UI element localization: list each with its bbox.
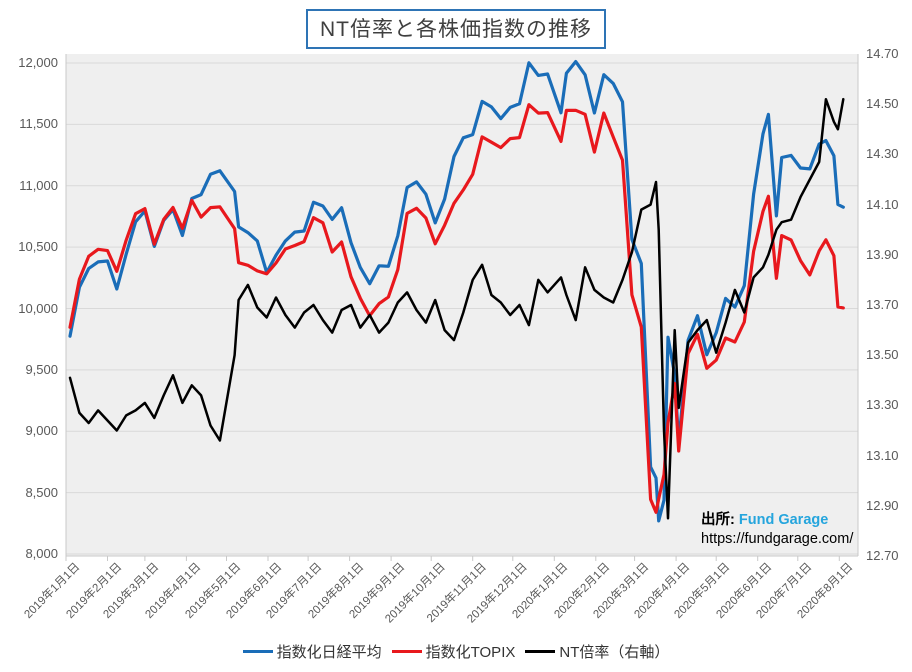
nikkei-line-swatch: [242, 649, 273, 654]
source-label: 出所:: [701, 512, 735, 528]
source-line1: 出所: Fund Garage: [701, 511, 853, 530]
left-axis-label: 8,000: [25, 546, 58, 561]
nt-line: [68, 97, 845, 520]
right-axis-label: 14.30: [866, 146, 899, 162]
right-axis-label: 12.90: [866, 497, 899, 513]
chart-title-text: NT倍率と各株価指数の推移: [320, 18, 592, 41]
legend-label-topix: 指数化TOPIX: [425, 644, 516, 661]
right-axis-label: 14.70: [866, 46, 899, 61]
right-axis-label: 14.50: [866, 96, 899, 112]
left-axis-label: 9,000: [25, 423, 58, 439]
right-axis-label: 13.30: [866, 397, 899, 413]
left-axis-label: 11,000: [19, 177, 58, 193]
nt-line-swatch: [525, 649, 556, 654]
topix-line: [68, 103, 845, 514]
source-note: 出所: Fund Garage https://fundgarage.com/: [701, 511, 853, 548]
right-axis-label: 13.50: [866, 347, 899, 363]
plot-background: [66, 54, 858, 556]
right-axis-label: 13.10: [866, 447, 899, 463]
left-axis-label: 10,500: [18, 239, 58, 255]
source-url: https://fundgarage.com/: [701, 530, 854, 547]
legend: 指数化日経平均 指数化TOPIX NT倍率（右軸）: [0, 641, 912, 662]
left-axis-label: 12,000: [18, 55, 58, 70]
left-axis-label: 9,500: [25, 361, 58, 377]
right-axis-label: 12.70: [866, 548, 899, 563]
left-axis-label: 8,500: [25, 484, 58, 500]
right-axis-label: 14.10: [866, 196, 899, 212]
legend-item-topix: 指数化TOPIX: [391, 641, 516, 662]
legend-item-nikkei: 指数化日経平均: [242, 641, 382, 662]
left-axis-label: 10,000: [18, 300, 58, 316]
legend-label-nt: NT倍率（右軸）: [559, 644, 670, 661]
source-brand: Fund Garage: [738, 512, 829, 528]
right-axis-label: 13.70: [866, 297, 899, 312]
left-axis-label: 11,500: [19, 116, 58, 132]
legend-item-nt: NT倍率（右軸）: [525, 641, 669, 662]
topix-line-swatch: [391, 649, 422, 654]
chart-title: NT倍率と各株価指数の推移: [306, 9, 606, 49]
nikkei-line: [68, 59, 845, 523]
legend-label-nikkei: 指数化日経平均: [276, 644, 382, 661]
right-axis-label: 13.90: [866, 246, 899, 262]
